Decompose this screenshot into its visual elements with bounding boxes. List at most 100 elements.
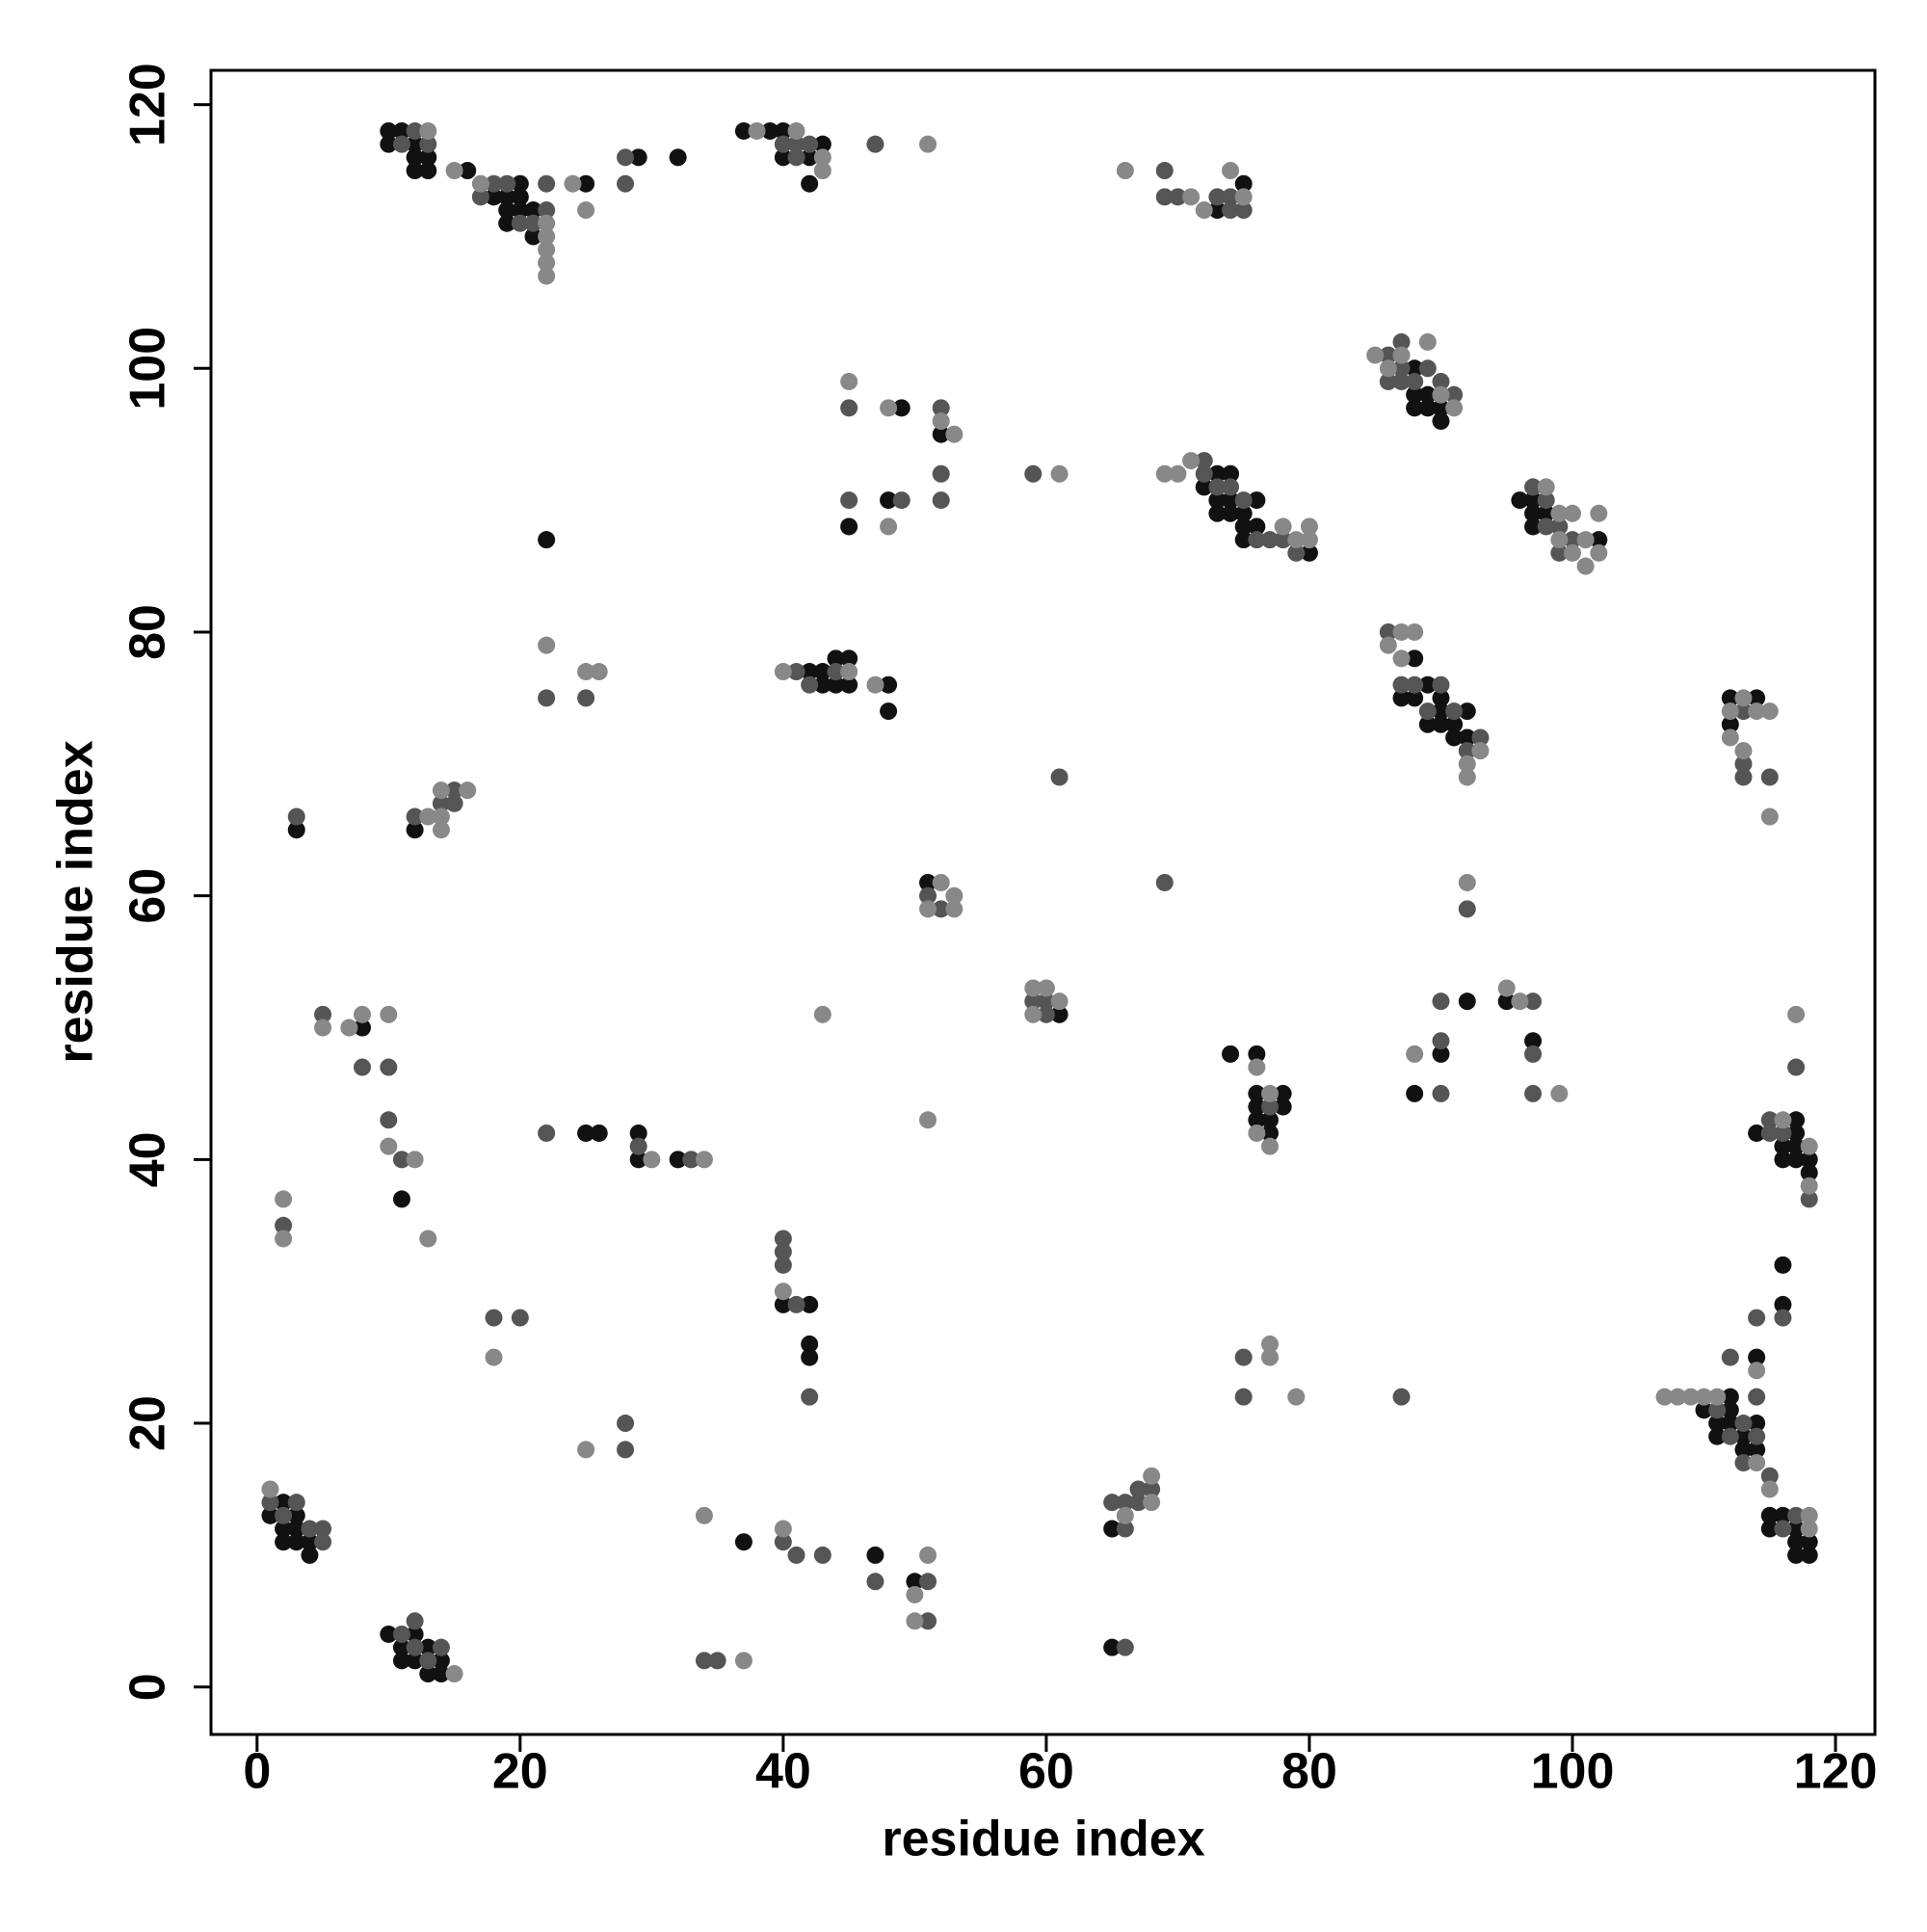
point: [1787, 1546, 1806, 1564]
point: [577, 689, 595, 707]
point: [380, 1111, 398, 1129]
point: [380, 1058, 398, 1076]
point: [1748, 1441, 1766, 1459]
point: [392, 1625, 410, 1643]
x-tick-label: 20: [492, 1744, 548, 1800]
point: [774, 1520, 792, 1538]
point: [682, 1151, 700, 1169]
point: [1721, 728, 1739, 747]
point: [511, 214, 529, 232]
point: [1760, 1480, 1779, 1498]
point: [801, 663, 819, 681]
point: [813, 663, 832, 681]
point: [643, 1151, 661, 1169]
point: [1418, 675, 1437, 694]
point: [1655, 1388, 1674, 1406]
point: [1787, 1058, 1806, 1076]
point: [380, 1137, 398, 1155]
point: [1524, 517, 1543, 536]
point: [1037, 992, 1055, 1011]
point: [1787, 1151, 1806, 1169]
point: [1155, 188, 1174, 206]
point: [892, 399, 911, 417]
point: [1261, 1335, 1279, 1353]
point: [813, 135, 832, 153]
point: [406, 135, 424, 153]
point: [590, 663, 608, 681]
point: [1537, 491, 1555, 510]
point: [1511, 992, 1529, 1011]
point: [629, 148, 647, 167]
point: [1182, 188, 1201, 206]
point: [1208, 464, 1227, 483]
point: [866, 135, 884, 153]
point: [1024, 464, 1043, 483]
point: [1208, 504, 1227, 522]
point: [813, 1546, 832, 1564]
point: [1734, 754, 1753, 773]
point: [445, 794, 463, 812]
point: [511, 174, 529, 193]
point: [708, 1652, 726, 1670]
point: [906, 1585, 924, 1603]
point: [392, 1638, 410, 1656]
point: [1550, 504, 1569, 522]
point: [354, 1058, 371, 1076]
point: [1234, 504, 1253, 522]
point: [1103, 1638, 1122, 1656]
point: [577, 663, 595, 681]
point: [354, 1005, 371, 1023]
point: [1432, 372, 1450, 390]
point: [1406, 675, 1424, 694]
point: [1787, 1111, 1806, 1129]
point: [1274, 1084, 1292, 1102]
point: [432, 807, 450, 826]
point: [524, 214, 542, 232]
point: [1721, 702, 1739, 721]
y-tick-label: 0: [120, 1673, 176, 1701]
point: [485, 188, 503, 206]
point: [538, 267, 556, 285]
point: [1037, 1005, 1055, 1023]
point: [275, 1520, 293, 1538]
point: [1590, 504, 1608, 522]
point: [1458, 768, 1476, 786]
point: [1366, 346, 1385, 364]
point: [1392, 359, 1411, 378]
point: [301, 1520, 319, 1538]
point: [1537, 478, 1555, 496]
point: [1406, 649, 1424, 668]
point: [1800, 1520, 1818, 1538]
point: [406, 821, 424, 839]
point: [1721, 1401, 1739, 1419]
point: [617, 1441, 635, 1459]
point: [380, 135, 398, 153]
point: [314, 1019, 332, 1037]
point: [1195, 452, 1213, 470]
point: [932, 412, 950, 431]
point: [1392, 332, 1411, 351]
point: [669, 1151, 687, 1169]
point: [538, 241, 556, 259]
point: [1195, 201, 1213, 220]
point: [1248, 491, 1266, 510]
point: [538, 214, 556, 232]
point: [801, 1335, 819, 1353]
point: [919, 900, 937, 918]
point: [1143, 1467, 1161, 1485]
point: [275, 1190, 293, 1208]
point: [406, 1652, 424, 1670]
point: [275, 1216, 293, 1234]
point: [1590, 531, 1608, 549]
point: [1445, 399, 1464, 417]
point: [1800, 1151, 1818, 1169]
point: [498, 174, 516, 193]
point: [1748, 702, 1766, 721]
point: [1458, 728, 1476, 747]
point: [1681, 1388, 1700, 1406]
point: [1037, 979, 1055, 997]
point: [932, 464, 950, 483]
point: [1169, 188, 1187, 206]
x-tick-label: 0: [243, 1744, 271, 1800]
point: [471, 174, 489, 193]
